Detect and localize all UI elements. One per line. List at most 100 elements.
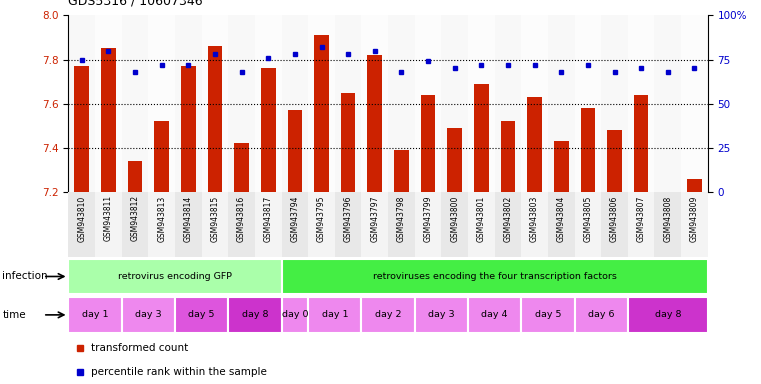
Text: day 1: day 1 <box>322 310 348 319</box>
Text: retrovirus encoding GFP: retrovirus encoding GFP <box>118 272 232 281</box>
Text: GSM943804: GSM943804 <box>557 195 565 242</box>
Bar <box>361 15 388 192</box>
Bar <box>361 192 388 257</box>
Bar <box>681 192 708 257</box>
Bar <box>654 192 681 257</box>
Bar <box>415 297 468 333</box>
Bar <box>75 66 89 192</box>
Text: GSM943812: GSM943812 <box>131 195 139 242</box>
Bar <box>175 15 202 192</box>
Bar <box>607 130 622 192</box>
Bar <box>122 192 148 257</box>
Bar <box>388 192 415 257</box>
Text: day 8: day 8 <box>654 310 681 319</box>
Bar <box>68 259 282 294</box>
Bar <box>228 192 255 257</box>
Bar <box>68 297 122 333</box>
Bar <box>308 15 335 192</box>
Bar <box>601 192 628 257</box>
Bar <box>154 121 169 192</box>
Bar <box>394 150 409 192</box>
Text: day 3: day 3 <box>428 310 454 319</box>
Bar <box>415 15 441 192</box>
Text: transformed count: transformed count <box>91 343 188 353</box>
Bar <box>474 84 489 192</box>
Bar <box>208 46 222 192</box>
Bar <box>441 192 468 257</box>
Bar <box>202 192 228 257</box>
Bar <box>101 48 116 192</box>
Text: GSM943813: GSM943813 <box>158 195 166 242</box>
Text: GSM943799: GSM943799 <box>424 195 432 242</box>
Bar <box>468 15 495 192</box>
Text: day 5: day 5 <box>535 310 561 319</box>
Bar <box>495 192 521 257</box>
Bar <box>175 297 228 333</box>
Text: time: time <box>2 310 26 320</box>
Text: GSM943802: GSM943802 <box>504 195 512 242</box>
Text: retroviruses encoding the four transcription factors: retroviruses encoding the four transcrip… <box>373 272 616 281</box>
Text: GDS5316 / 10607346: GDS5316 / 10607346 <box>68 0 203 8</box>
Bar <box>581 108 595 192</box>
Bar <box>575 15 601 192</box>
Bar <box>341 93 355 192</box>
Bar <box>554 141 568 192</box>
Bar <box>228 15 255 192</box>
Text: GSM943817: GSM943817 <box>264 195 272 242</box>
Text: day 3: day 3 <box>135 310 161 319</box>
Bar <box>128 161 142 192</box>
Bar <box>527 97 542 192</box>
Text: infection: infection <box>2 271 48 281</box>
Text: GSM943810: GSM943810 <box>78 195 86 242</box>
Text: day 8: day 8 <box>242 310 268 319</box>
Bar <box>175 192 202 257</box>
Bar <box>181 66 196 192</box>
Bar <box>495 15 521 192</box>
Bar <box>122 15 148 192</box>
Bar <box>148 192 175 257</box>
Text: GSM943798: GSM943798 <box>397 195 406 242</box>
Bar <box>361 297 415 333</box>
Text: day 4: day 4 <box>482 310 508 319</box>
Bar <box>388 15 415 192</box>
Bar <box>468 297 521 333</box>
Text: GSM943800: GSM943800 <box>451 195 459 242</box>
Bar <box>228 297 282 333</box>
Text: GSM943811: GSM943811 <box>104 195 113 242</box>
Bar <box>282 259 708 294</box>
Text: day 2: day 2 <box>375 310 401 319</box>
Text: GSM943808: GSM943808 <box>664 195 672 242</box>
Text: day 6: day 6 <box>588 310 614 319</box>
Bar <box>261 68 275 192</box>
Bar <box>548 15 575 192</box>
Text: GSM943794: GSM943794 <box>291 195 299 242</box>
Bar <box>234 144 249 192</box>
Text: day 5: day 5 <box>189 310 215 319</box>
Bar <box>148 15 175 192</box>
Text: GSM943809: GSM943809 <box>690 195 699 242</box>
Bar <box>468 192 495 257</box>
Bar <box>575 192 601 257</box>
Bar <box>628 297 708 333</box>
Bar <box>122 297 175 333</box>
Bar <box>68 192 95 257</box>
Bar <box>95 15 122 192</box>
Bar <box>415 192 441 257</box>
Bar <box>255 15 282 192</box>
Bar <box>255 192 282 257</box>
Bar <box>282 192 308 257</box>
Text: day 0: day 0 <box>282 310 308 319</box>
Text: GSM943807: GSM943807 <box>637 195 645 242</box>
Bar <box>288 110 302 192</box>
Bar <box>601 15 628 192</box>
Bar <box>521 15 548 192</box>
Bar <box>368 55 382 192</box>
Text: day 1: day 1 <box>82 310 108 319</box>
Bar <box>335 15 361 192</box>
Bar <box>634 95 648 192</box>
Text: GSM943797: GSM943797 <box>371 195 379 242</box>
Bar <box>501 121 515 192</box>
Bar <box>521 297 575 333</box>
Bar <box>654 15 681 192</box>
Bar <box>421 95 435 192</box>
